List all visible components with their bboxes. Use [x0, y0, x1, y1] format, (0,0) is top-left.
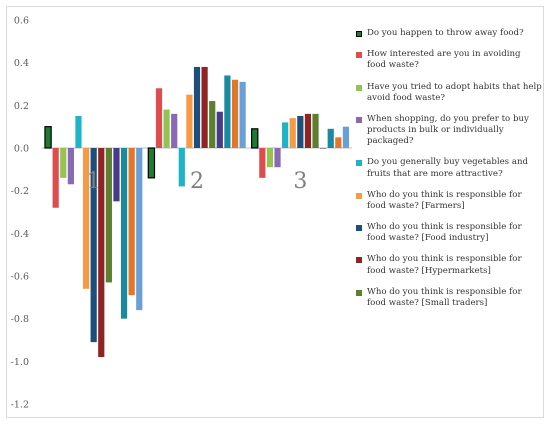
bar	[60, 148, 67, 178]
bar	[201, 66, 208, 148]
bar	[224, 75, 231, 148]
y-tick-label: 0.0	[14, 144, 29, 155]
bar	[342, 126, 350, 148]
legend-swatch	[356, 289, 362, 296]
bar	[52, 148, 59, 208]
y-tick-label: 0.6	[14, 16, 29, 27]
category-label: 2	[190, 169, 204, 194]
bar	[44, 126, 52, 149]
y-tick-label: -0.8	[11, 314, 29, 325]
y-tick-label: -1.2	[11, 400, 29, 411]
legend-label: When shopping, do you prefer to buy prod…	[367, 113, 529, 147]
legend-item: Do you generally buy vegetables and frui…	[356, 157, 542, 179]
y-tick-label: 0.4	[14, 58, 29, 69]
y-tick-label: -0.2	[11, 186, 29, 197]
y-tick-label: -0.4	[11, 229, 29, 240]
bar	[98, 148, 105, 358]
category-label: 3	[293, 169, 307, 194]
y-tick-label: 0.2	[14, 101, 29, 112]
bar	[75, 116, 82, 148]
category-label: 1	[87, 169, 101, 194]
legend-item: Who do you think is responsible for food…	[356, 254, 542, 276]
chart-legend: Do you happen to throw away food? How int…	[356, 28, 542, 319]
bar	[289, 118, 296, 148]
bar	[136, 148, 143, 311]
legend-label: Who do you think is responsible for food…	[367, 286, 522, 308]
bar	[297, 116, 304, 148]
bar	[171, 113, 178, 148]
legend-item: How interested are you in avoiding food …	[356, 49, 542, 71]
legend-swatch	[356, 160, 362, 167]
chart-frame	[6, 6, 544, 418]
bar	[163, 109, 170, 148]
legend-item: Who do you think is responsible for food…	[356, 190, 542, 212]
bar	[335, 137, 342, 148]
bar	[274, 148, 281, 168]
bar	[251, 128, 259, 149]
bar	[259, 148, 266, 178]
legend-swatch	[356, 116, 362, 123]
legend-item: Do you happen to throw away food?	[356, 28, 542, 39]
legend-label: Have you tried to adopt habits that help…	[367, 81, 542, 103]
bar	[231, 79, 239, 148]
bar	[209, 101, 216, 148]
bar	[128, 148, 135, 296]
bar	[67, 148, 74, 185]
legend-label: Do you generally buy vegetables and frui…	[367, 157, 528, 179]
legend-swatch	[356, 84, 362, 91]
legend-swatch	[356, 52, 362, 59]
y-tick-label: -0.6	[11, 272, 29, 283]
legend-item: Who do you think is responsible for food…	[356, 287, 542, 309]
legend-label: Who do you think is responsible for food…	[367, 254, 522, 276]
legend-item: When shopping, do you prefer to buy prod…	[356, 114, 542, 148]
bar	[105, 148, 112, 283]
bar	[193, 66, 201, 148]
legend-swatch	[356, 192, 362, 199]
bar	[304, 113, 312, 148]
bar	[312, 113, 319, 148]
legend-item: Have you tried to adopt habits that help…	[356, 82, 542, 104]
bar	[282, 122, 289, 148]
legend-label: Do you happen to throw away food?	[367, 28, 524, 38]
legend-item: Who do you think is responsible for food…	[356, 222, 542, 244]
legend-label: Who do you think is responsible for food…	[367, 222, 522, 244]
bar	[113, 148, 120, 202]
bar	[216, 111, 223, 148]
legend-label: How interested are you in avoiding food …	[367, 49, 521, 71]
bar	[147, 147, 156, 179]
bar	[155, 88, 163, 148]
bar	[178, 148, 185, 187]
legend-label: Who do you think is responsible for food…	[367, 189, 522, 211]
legend-swatch	[356, 31, 362, 37]
bar	[90, 148, 97, 343]
bar	[186, 94, 193, 148]
bar	[82, 148, 90, 289]
bar	[120, 148, 128, 319]
y-tick-label: -1.0	[11, 357, 29, 368]
bar	[266, 148, 274, 168]
bar	[239, 81, 246, 148]
bar	[327, 128, 334, 148]
legend-swatch	[356, 257, 362, 264]
bar	[320, 148, 327, 149]
legend-swatch	[356, 225, 362, 232]
